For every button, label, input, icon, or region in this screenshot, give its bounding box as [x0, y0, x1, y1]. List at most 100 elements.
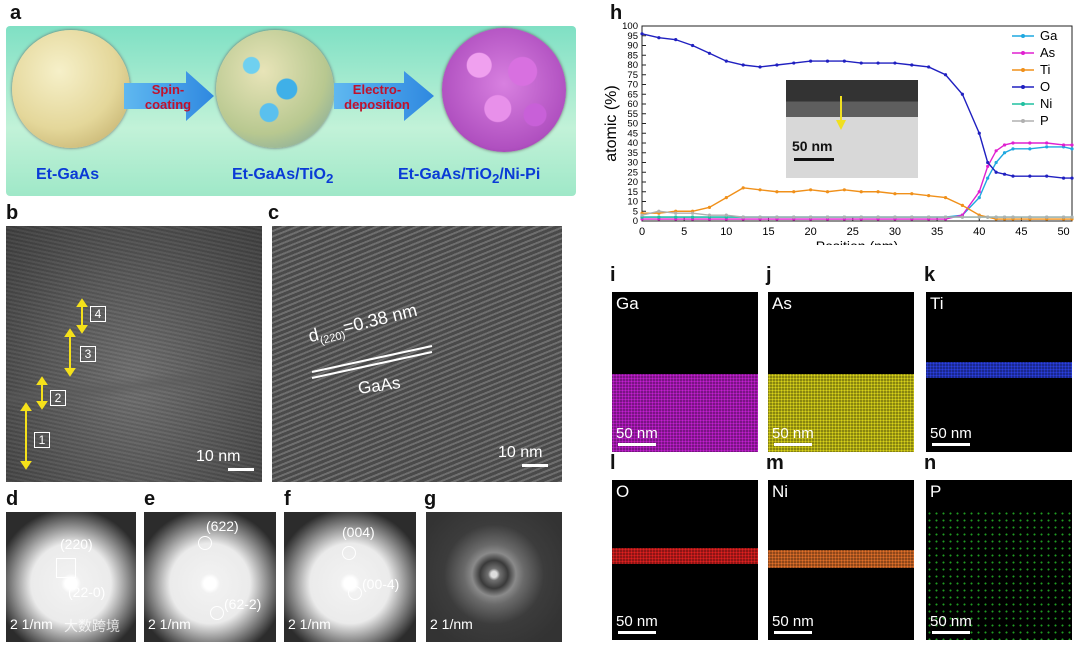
data-point-ga: [1045, 145, 1049, 149]
panel-f-fft: (004) (00-4) 2 1/nm: [284, 512, 416, 642]
panel-b-scalebar: [228, 468, 254, 471]
panel-h-label: h: [610, 2, 623, 24]
data-point-p: [910, 215, 914, 219]
data-point-p: [690, 211, 695, 215]
sphere2-label: Et-GaAs/TiO2: [232, 166, 334, 187]
data-point-ga: [1011, 147, 1015, 151]
data-point-p: [809, 215, 813, 219]
panel-d-fft: (220) (22-0) 2 1/nm 大数跨境: [6, 512, 136, 642]
panel-h-chart: 0 5 10 15 20 25 30 35 40 45 5005101520253035404550…: [603, 21, 1074, 245]
data-point-ga: [994, 160, 998, 165]
panel-f-spot1: (004): [342, 524, 375, 540]
arrow-right-icon: [124, 71, 214, 121]
panel-g-fft: 2 1/nm: [426, 512, 562, 642]
y-tick-label: 95: [627, 31, 638, 42]
data-point-o: [825, 59, 830, 63]
data-point-ga: [986, 176, 990, 180]
spot-circle: [198, 536, 212, 550]
panel-m-label: m: [766, 452, 784, 474]
nipi-sphere: [442, 28, 566, 152]
data-point-ni: [674, 215, 678, 219]
data-point-p: [893, 215, 897, 219]
legend-label-as: As: [1040, 45, 1056, 60]
chart-inset-image: 50 nm: [786, 80, 918, 178]
data-point-ti: [859, 190, 863, 194]
legend-marker: [1021, 68, 1025, 72]
panel-c-scalebar: [522, 464, 548, 467]
panel-c-hrtem-image: d(220)=0.38 nm GaAs 10 nm: [272, 226, 562, 482]
data-point-as: [1061, 143, 1066, 147]
eds-map-ni: Ni 50 nm: [768, 480, 914, 640]
data-point-p: [859, 215, 863, 219]
y-tick-label: 45: [627, 128, 638, 139]
data-point-ti: [960, 203, 964, 207]
element-signal: [612, 374, 758, 452]
data-point-p: [724, 213, 728, 217]
spot-circle: [342, 546, 356, 560]
data-point-as: [1011, 141, 1015, 145]
eds-map-ti: Ti 50 nm: [926, 292, 1072, 452]
x-tick-label: 20: [805, 226, 817, 238]
data-point-o: [1070, 176, 1074, 180]
map-scalebar: [618, 631, 656, 634]
data-point-ti: [943, 196, 948, 200]
data-point-o: [1028, 174, 1032, 178]
map-scalebar: [774, 631, 812, 634]
x-tick-label: 30: [889, 226, 901, 238]
data-point-p: [1061, 215, 1066, 219]
data-point-p: [825, 215, 830, 219]
spot-circle: [210, 606, 224, 620]
data-point-o: [674, 38, 678, 42]
y-tick-label: 0: [633, 216, 638, 227]
data-point-ti: [758, 188, 762, 192]
panel-b-scale-text: 10 nm: [196, 448, 241, 465]
data-point-p: [1011, 215, 1015, 219]
y-tick-label: 20: [627, 177, 638, 188]
data-point-p: [775, 215, 779, 219]
data-point-ti: [775, 190, 779, 194]
panel-f-scale-text: 2 1/nm: [288, 616, 331, 632]
region-label-2: 2: [50, 390, 66, 406]
legend-label-ti: Ti: [1040, 62, 1050, 77]
data-point-o: [640, 32, 644, 36]
data-point-ti: [825, 190, 830, 194]
data-point-as: [1002, 143, 1007, 147]
panel-b-tem-image: 4 3 2 1 10 nm: [6, 226, 262, 482]
step1-label: Spin-coating: [144, 82, 192, 112]
data-point-o: [707, 51, 712, 55]
inset-scale-text: 50 nm: [792, 138, 833, 154]
data-point-o: [775, 63, 779, 67]
panel-d-scale-text: 2 1/nm: [10, 616, 53, 632]
x-tick-label: 35: [931, 226, 943, 238]
legend-marker: [1021, 34, 1025, 38]
map-element-label: Ti: [930, 294, 944, 313]
y-tick-label: 35: [627, 148, 638, 159]
data-point-o: [986, 160, 990, 165]
data-point-p: [927, 215, 931, 219]
map-element-label: As: [772, 294, 792, 313]
y-tick-label: 75: [627, 70, 638, 81]
data-point-o: [758, 65, 762, 69]
data-point-ti: [876, 190, 880, 194]
panel-i-label: i: [610, 264, 616, 286]
data-point-o: [859, 61, 863, 65]
panel-e-spot1: (622): [206, 518, 239, 534]
data-point-o: [741, 63, 745, 67]
map-scalebar: [932, 443, 970, 446]
data-point-ti: [893, 192, 897, 196]
data-point-o: [960, 92, 964, 96]
element-signal: [768, 374, 914, 452]
panel-d-spot2: (22-0): [68, 584, 106, 600]
map-scalebar: [774, 443, 812, 446]
data-point-as: [977, 190, 981, 194]
data-point-as: [1070, 143, 1074, 147]
data-point-p: [741, 215, 745, 219]
legend-label-p: P: [1040, 113, 1049, 128]
legend-label-ga: Ga: [1040, 28, 1058, 43]
legend-marker: [1021, 51, 1025, 55]
x-tick-label: 45: [1015, 226, 1027, 238]
spot-box: [56, 558, 76, 578]
data-point-ti: [927, 194, 931, 198]
y-tick-label: 85: [627, 50, 638, 61]
element-signal: [926, 362, 1072, 378]
